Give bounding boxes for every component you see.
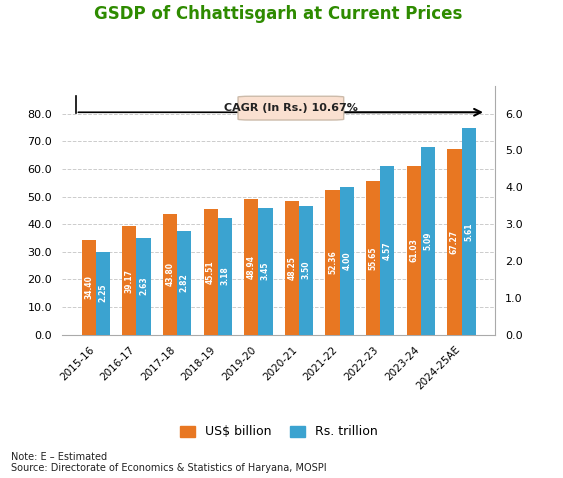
Bar [258,207,272,335]
Text: Note: E – Estimated
Source: Directorate of Economics & Statistics of Haryana, MO: Note: E – Estimated Source: Directorate … [11,452,327,473]
Bar [177,231,191,335]
Text: 2.63: 2.63 [139,277,148,295]
Text: 61.03: 61.03 [409,239,418,262]
Bar [82,239,96,335]
Text: 48.94: 48.94 [247,255,256,279]
Text: 45.51: 45.51 [206,260,215,283]
Bar [339,187,354,335]
Text: 3.18: 3.18 [220,267,229,285]
Text: 2.25: 2.25 [99,284,108,303]
Text: 39.17: 39.17 [125,269,134,293]
Text: 34.40: 34.40 [84,275,93,299]
Bar [244,199,258,335]
Text: 55.65: 55.65 [369,246,378,270]
Text: CAGR (In Rs.) 10.67%: CAGR (In Rs.) 10.67% [224,103,358,113]
Bar [447,149,462,335]
Bar [136,238,151,335]
Text: 5.09: 5.09 [423,232,432,250]
Text: 2.82: 2.82 [180,273,189,292]
Text: 3.45: 3.45 [261,262,270,280]
Bar [366,181,380,335]
Bar [285,201,299,335]
Bar [218,217,232,335]
Bar [325,190,339,335]
Bar [421,147,435,335]
Text: 5.61: 5.61 [464,222,473,240]
Bar [380,166,395,335]
Text: 52.36: 52.36 [328,250,337,274]
Text: 4.00: 4.00 [342,251,351,270]
Text: 67.27: 67.27 [450,229,459,254]
Bar [462,128,476,335]
Legend: US$ billion, Rs. trillion: US$ billion, Rs. trillion [175,420,383,444]
Bar [406,166,421,335]
Bar [122,227,136,335]
Text: 43.80: 43.80 [166,262,175,286]
FancyBboxPatch shape [238,96,343,120]
Text: 4.57: 4.57 [383,241,392,260]
Bar [299,206,313,335]
Bar [203,209,218,335]
Bar [163,214,177,335]
Bar [96,252,110,335]
Title: GSDP of Chhattisgarh at Current Prices: GSDP of Chhattisgarh at Current Prices [95,5,463,23]
Text: 3.50: 3.50 [302,261,311,280]
Text: 48.25: 48.25 [287,256,296,280]
